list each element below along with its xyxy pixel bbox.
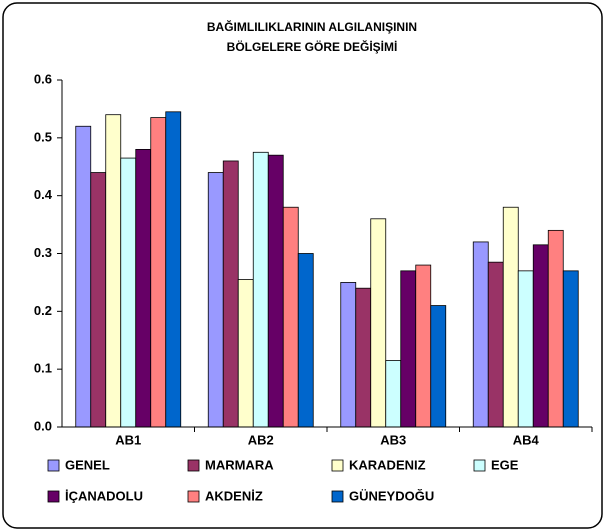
legend-label: KARADENIZ [349,457,426,472]
bar [340,282,357,428]
bar [487,261,504,428]
legend-swatch [47,490,60,503]
bar [562,270,579,428]
legend-swatch [331,490,344,503]
bar [252,151,269,428]
bar [150,117,167,428]
bar [385,360,402,428]
bar [297,253,314,428]
bar [237,279,254,428]
legend-label: İÇANADOLU [65,488,143,503]
x-tick-label: AB3 [380,432,406,447]
bar [400,270,417,428]
bar [532,244,549,428]
legend-swatch [473,459,486,472]
y-tick-label: 0.0 [34,418,52,433]
x-tick-label: AB4 [513,432,540,447]
legend-label: GÜNEYDOĞU [349,488,434,503]
bar [207,172,224,428]
bar [547,229,564,428]
legend-swatch [47,459,60,472]
bar [165,111,182,428]
bar [267,154,284,428]
bar [415,264,432,428]
bar [355,287,372,428]
legend-swatch [187,490,200,503]
legend-label: AKDENİZ [205,488,263,503]
y-tick-label: 0.1 [34,361,52,376]
legend-swatch [331,459,344,472]
bar [502,206,519,428]
bar [222,160,239,428]
bar [135,148,152,428]
x-tick-label: AB2 [248,432,274,447]
x-tick-label: AB1 [115,432,141,447]
legend-label: EGE [491,457,519,472]
y-tick-label: 0.4 [34,187,53,202]
chart-title: BAĞIMLILIKLARININ ALGILANIŞININ [207,19,417,34]
bar [282,206,299,428]
bar [90,172,107,428]
bar [370,218,387,428]
y-tick-label: 0.6 [34,71,52,86]
bar [120,157,137,428]
bar [75,125,92,428]
legend-label: GENEL [65,457,110,472]
bar [472,241,489,428]
bar [105,114,122,428]
chart-title: BÖLGELERE GÖRE DEĞİŞİMİ [227,39,398,54]
bar [517,270,534,428]
y-tick-label: 0.3 [34,245,52,260]
bar [430,305,447,428]
legend-swatch [187,459,200,472]
y-tick-label: 0.5 [34,129,52,144]
legend-label: MARMARA [205,457,274,472]
y-tick-label: 0.2 [34,303,52,318]
